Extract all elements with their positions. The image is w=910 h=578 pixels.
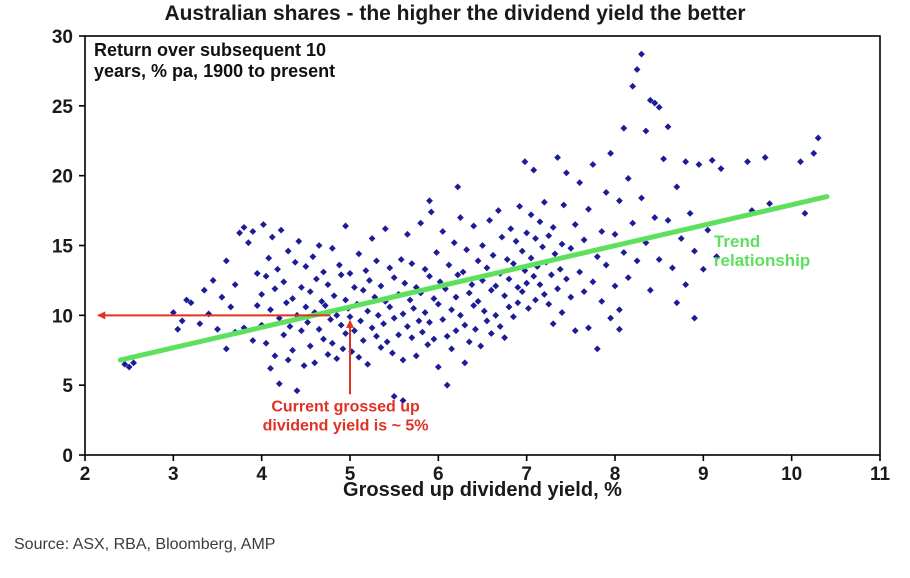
x-tick-label: 6 [433, 464, 444, 485]
x-tick-label: 3 [168, 464, 179, 485]
current-yield-label: Current grossed up dividend yield is ~ 5% [263, 399, 429, 435]
chart-title: Australian shares - the higher the divid… [164, 2, 746, 25]
chart-note-line1: Return over subsequent 10 [94, 40, 327, 60]
x-tick-label: 10 [781, 464, 802, 485]
scatter-points [121, 50, 822, 404]
y-tick-label: 0 [62, 446, 73, 467]
x-axis-title: Grossed up dividend yield, % [343, 479, 622, 501]
x-tick-label: 9 [698, 464, 709, 485]
x-tick-label: 7 [521, 464, 532, 485]
trend-label: Trend relationship [714, 232, 810, 270]
x-axis-ticks: 2 3 4 5 6 7 8 9 10 11 [80, 455, 891, 485]
y-tick-label: 30 [52, 27, 73, 48]
x-tick-label: 2 [80, 464, 91, 485]
y-tick-label: 15 [52, 237, 74, 258]
y-tick-label: 5 [62, 376, 73, 397]
trend-line [117, 194, 830, 363]
y-tick-label: 10 [52, 306, 73, 327]
x-tick-label: 11 [870, 464, 891, 485]
chart-note-line2: years, % pa, 1900 to present [94, 61, 336, 81]
x-tick-label: 8 [610, 464, 621, 485]
y-tick-label: 20 [52, 167, 73, 188]
y-tick-label: 25 [52, 97, 74, 118]
chart-note: Return over subsequent 10 years, % pa, 1… [94, 40, 335, 82]
y-axis-ticks: 0 5 10 15 20 25 30 [52, 27, 85, 467]
x-tick-label: 5 [345, 464, 356, 485]
source-text: Source: ASX, RBA, Bloomberg, AMP [14, 536, 276, 553]
x-tick-label: 4 [256, 464, 267, 485]
